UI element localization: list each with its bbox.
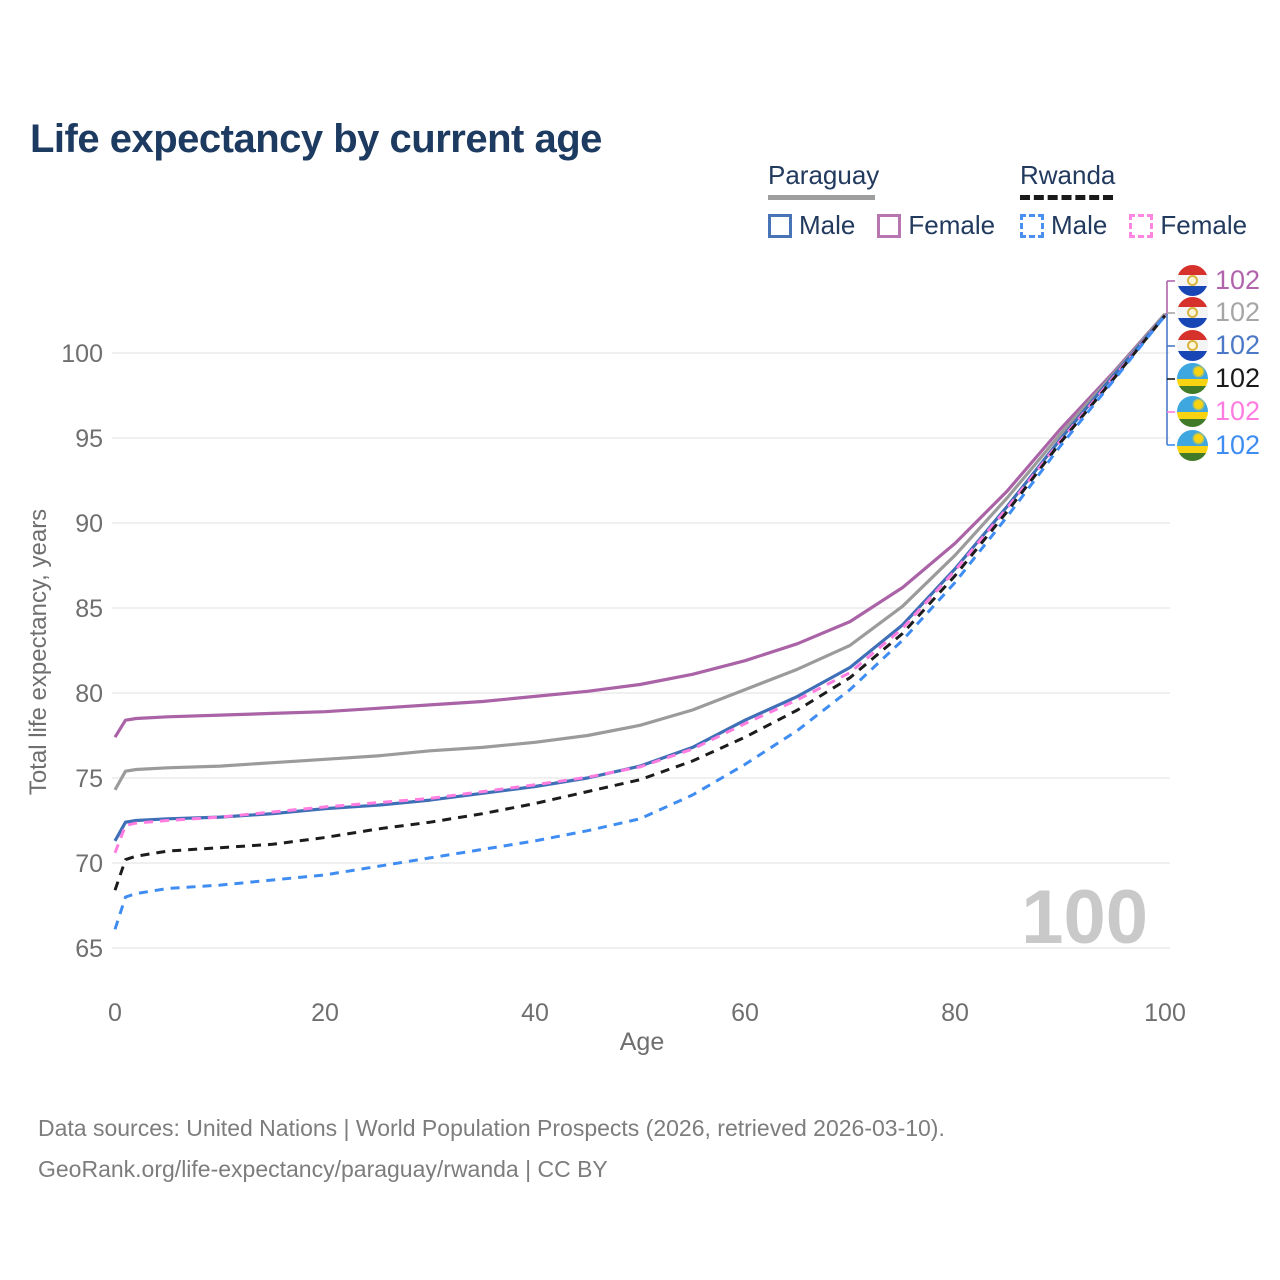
svg-text:40: 40 [521, 999, 549, 1027]
svg-text:95: 95 [75, 425, 103, 453]
paraguay-flag-icon [1177, 297, 1208, 328]
end-label-rwanda-female: 102 [1177, 396, 1260, 427]
svg-text:Age: Age [620, 1028, 664, 1056]
paraguay-flag-icon [1177, 330, 1208, 361]
svg-text:85: 85 [75, 595, 103, 623]
svg-text:80: 80 [941, 999, 969, 1027]
paraguay-male-swatch [768, 213, 792, 238]
page-title: Life expectancy by current age [30, 116, 602, 161]
end-value: 102 [1215, 396, 1261, 426]
legend-label: Female [908, 210, 996, 240]
end-value: 102 [1215, 363, 1261, 393]
svg-text:90: 90 [75, 510, 103, 538]
svg-text:100: 100 [61, 340, 103, 368]
paraguay-flag-icon [1177, 265, 1208, 296]
svg-text:100: 100 [1021, 875, 1148, 960]
legend-group-rwanda: Rwanda Male Female [1020, 160, 1247, 241]
end-value: 102 [1215, 265, 1261, 295]
legend-item-rwanda-female[interactable]: Female [1129, 210, 1247, 241]
rwanda-flag-icon [1177, 363, 1208, 394]
rwanda-female-swatch [1129, 213, 1154, 238]
end-label-paraguay-female: 102 [1177, 265, 1260, 296]
data-sources-line: Data sources: United Nations | World Pop… [38, 1115, 945, 1141]
end-label-rwanda-both: 102 [1177, 363, 1260, 394]
rwanda-flag-icon [1177, 396, 1208, 427]
paraguay-female-swatch [877, 213, 902, 238]
svg-text:Total life expectancy, years: Total life expectancy, years [25, 509, 52, 795]
legend-label: Male [1051, 210, 1108, 240]
end-value: 102 [1215, 430, 1261, 460]
end-label-rwanda-male: 102 [1177, 430, 1260, 461]
svg-text:60: 60 [731, 999, 759, 1027]
rwanda-male-swatch [1020, 213, 1044, 238]
legend-label: Male [799, 210, 856, 240]
svg-text:20: 20 [311, 999, 339, 1027]
legend-group-paraguay: Paraguay Male Female [768, 160, 995, 241]
end-label-paraguay-both: 102 [1177, 297, 1260, 328]
legend-underline-paraguay [768, 195, 875, 200]
svg-text:100: 100 [1144, 999, 1186, 1027]
svg-text:75: 75 [75, 765, 103, 793]
end-value: 102 [1215, 330, 1261, 360]
license-line: GeoRank.org/life-expectancy/paraguay/rwa… [38, 1156, 608, 1182]
rwanda-flag-icon [1177, 430, 1208, 461]
svg-text:70: 70 [75, 850, 103, 878]
end-label-paraguay-male: 102 [1177, 330, 1260, 361]
end-value: 102 [1215, 297, 1261, 327]
svg-text:0: 0 [108, 999, 122, 1027]
legend-country-paraguay[interactable]: Paraguay [768, 160, 880, 190]
svg-text:80: 80 [75, 680, 103, 708]
legend-underline-rwanda [1020, 195, 1113, 200]
legend-label: Female [1160, 210, 1248, 240]
legend-item-paraguay-female[interactable]: Female [877, 210, 995, 241]
legend-country-rwanda[interactable]: Rwanda [1020, 160, 1116, 190]
legend-item-paraguay-male[interactable]: Male [768, 210, 855, 241]
svg-text:65: 65 [75, 935, 103, 963]
legend-item-rwanda-male[interactable]: Male [1020, 210, 1107, 241]
source-attribution: Data sources: United Nations | World Pop… [38, 1108, 945, 1190]
